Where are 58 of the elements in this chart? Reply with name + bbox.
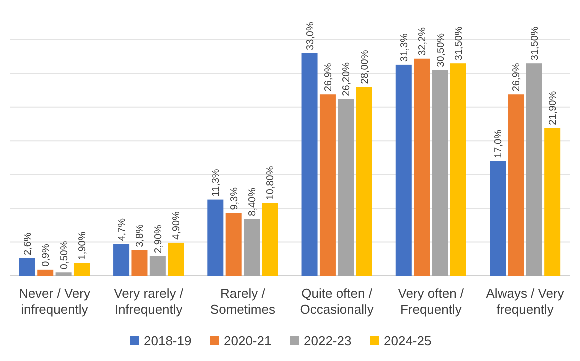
data-label: 31,50% xyxy=(530,26,541,61)
data-label: 4,7% xyxy=(117,218,128,242)
bar xyxy=(132,250,148,276)
data-label: 2,90% xyxy=(153,224,164,254)
data-label: 31,3% xyxy=(399,33,410,62)
bar xyxy=(226,213,242,276)
bar xyxy=(262,203,278,276)
data-label: 0,50% xyxy=(59,241,70,270)
legend-label: 2018-19 xyxy=(144,334,192,349)
bar xyxy=(74,263,90,276)
legend-label: 2022-23 xyxy=(304,334,352,349)
bar xyxy=(19,258,36,276)
data-label: 26,9% xyxy=(512,63,523,92)
bar xyxy=(244,219,260,276)
bar xyxy=(150,256,166,276)
x-tick-label: Rarely / Sometimes xyxy=(210,286,276,317)
bar xyxy=(490,161,506,276)
data-label: 11,3% xyxy=(211,169,222,197)
x-tick-label: Never / Very infrequently xyxy=(18,286,91,317)
data-label: 10,80% xyxy=(266,166,277,200)
legend-label: 2024-25 xyxy=(384,334,432,349)
bar xyxy=(450,64,466,276)
bar xyxy=(38,270,54,276)
bar xyxy=(320,94,336,276)
x-tick-label: Very rarely / Infrequently xyxy=(114,286,184,317)
data-label: 8,40% xyxy=(248,188,259,216)
bar xyxy=(208,200,224,276)
data-label: 31,50% xyxy=(454,26,465,61)
data-label: 33,0% xyxy=(305,22,316,50)
data-label: 26,20% xyxy=(342,62,353,96)
bar xyxy=(526,64,542,276)
bar xyxy=(432,70,448,276)
data-label: 32,2% xyxy=(418,27,429,56)
bar xyxy=(396,64,412,276)
bar xyxy=(356,87,372,276)
data-label: 17,0% xyxy=(494,130,505,158)
data-label: 9,3% xyxy=(229,187,240,210)
data-label: 3,8% xyxy=(135,224,146,248)
data-label: 28,00% xyxy=(360,50,371,84)
x-tick-label: Very often / Frequently xyxy=(398,286,464,317)
data-label: 30,50% xyxy=(436,33,447,68)
bar xyxy=(168,242,184,276)
x-tick-label: Always / Very frequently xyxy=(486,286,565,317)
legend-label: 2020-21 xyxy=(224,334,272,349)
bar xyxy=(338,99,354,276)
bar xyxy=(414,58,430,276)
bar xyxy=(114,244,130,276)
bar xyxy=(544,128,561,276)
bar xyxy=(508,94,524,276)
data-label: 2,6% xyxy=(22,232,34,256)
x-tick-label: Quite often / Occasionally xyxy=(300,286,374,317)
data-label: 0,9% xyxy=(41,244,52,267)
data-label: 21,90% xyxy=(548,91,560,126)
bar xyxy=(56,272,72,276)
data-label: 26,9% xyxy=(323,63,334,92)
data-label: 1,90% xyxy=(77,232,88,260)
data-label: 4,90% xyxy=(172,211,183,240)
bar xyxy=(302,53,318,276)
